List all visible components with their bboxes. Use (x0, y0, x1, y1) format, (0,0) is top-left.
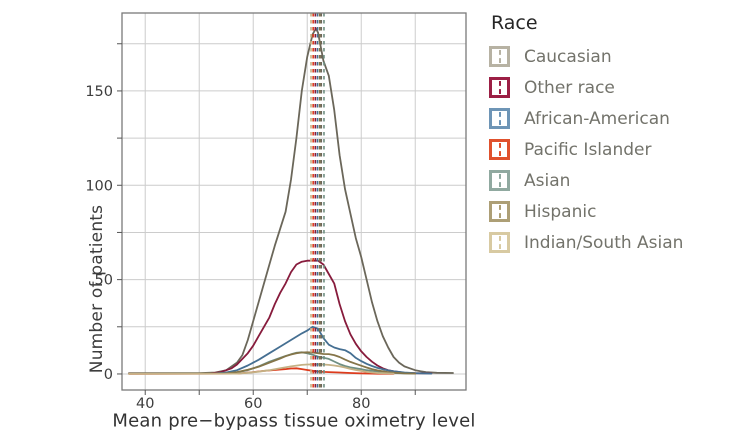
dashed-line-icon (498, 143, 501, 156)
legend-label: Indian/South Asian (524, 232, 684, 253)
dashed-line-icon (498, 205, 501, 218)
dashed-line-icon (498, 236, 501, 249)
legend-swatch-icon (489, 77, 510, 98)
legend-label: Asian (524, 170, 571, 191)
curve-hispanic (128, 351, 417, 375)
legend-item-pacific-islander: Pacific Islander (489, 134, 683, 165)
curve-indian-south-asian (128, 363, 395, 375)
curve-other-race (128, 259, 433, 375)
legend-item-african-american: African-American (489, 103, 683, 134)
legend-item-caucasian: Caucasian (489, 41, 683, 72)
legend-label: Caucasian (524, 46, 612, 67)
legend-item-other-race: Other race (489, 72, 683, 103)
curve-african-american (128, 325, 433, 375)
legend-items: Caucasian Other race African-American Pacif… (489, 41, 683, 258)
legend-swatch-icon (489, 108, 510, 129)
x-tick-label: 60 (244, 396, 262, 412)
y-tick-label: 150 (85, 84, 113, 100)
legend-label: Hispanic (524, 201, 597, 222)
legend: Race Caucasian Other race African-American… (489, 12, 683, 258)
legend-item-hispanic: Hispanic (489, 196, 683, 227)
legend-item-asian: Asian (489, 165, 683, 196)
y-axis-title: Number of patients (87, 204, 107, 374)
dashed-line-icon (498, 50, 501, 63)
legend-swatch-icon (489, 201, 510, 222)
legend-label: African-American (524, 108, 670, 129)
dashed-line-icon (498, 81, 501, 94)
y-tick-label: 0 (104, 367, 113, 383)
dashed-line-icon (498, 112, 501, 125)
legend-swatch-icon (489, 170, 510, 191)
legend-label: Pacific Islander (524, 139, 652, 160)
legend-swatch-icon (489, 139, 510, 160)
legend-swatch-icon (489, 46, 510, 67)
legend-swatch-icon (489, 232, 510, 253)
dashed-line-icon (498, 174, 501, 187)
curve-caucasian (128, 27, 454, 375)
legend-title: Race (491, 12, 538, 34)
x-axis-title: Mean pre−bypass tissue oximetry level (112, 410, 476, 432)
x-tick-label: 40 (136, 396, 154, 412)
x-tick-label: 80 (352, 396, 370, 412)
y-tick-label: 50 (95, 273, 113, 289)
legend-item-indian-south-asian: Indian/South Asian (489, 227, 683, 258)
legend-label: Other race (524, 77, 615, 98)
y-tick-label: 100 (85, 178, 113, 194)
